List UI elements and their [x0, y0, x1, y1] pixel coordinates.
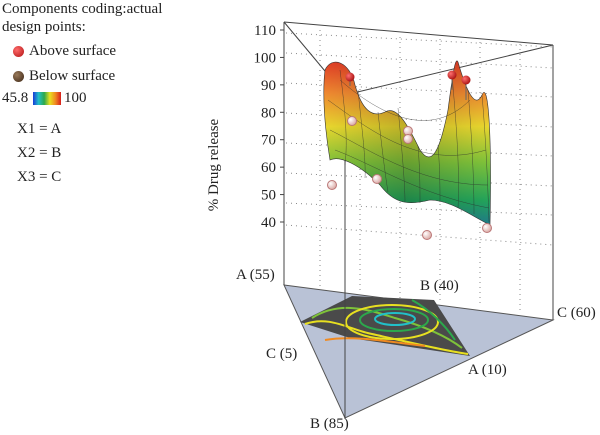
label-c-low: C (5) [266, 346, 297, 362]
label-b-low: B (40) [420, 278, 459, 294]
design-point-below [482, 223, 492, 233]
scale-max-label: 100 [64, 90, 87, 106]
legend-title-line1: Components coding:actual [2, 1, 163, 17]
above-surface-marker [13, 46, 24, 57]
design-point-below [347, 116, 357, 126]
z-axis-label: % Drug release [206, 118, 222, 211]
var-x2-label: X2 = B [17, 145, 62, 161]
below-surface-marker [13, 71, 24, 82]
z-tick-label: 60 [261, 160, 276, 176]
below-surface-label: Below surface [29, 68, 116, 84]
design-point-below [372, 174, 382, 184]
label-a-high: A (55) [236, 267, 275, 283]
contour-lines [304, 299, 469, 355]
z-tick-label: 40 [261, 215, 276, 231]
var-x3-label: X3 = C [17, 169, 62, 185]
z-tick-label: 70 [261, 133, 276, 149]
z-tick-label: 110 [254, 23, 276, 39]
legend-title-line2: design points: [2, 19, 86, 35]
z-tick-label: 90 [261, 78, 276, 94]
axis-labels: A (55) B (40) C (60) C (5) A (10) B (85) [236, 267, 596, 432]
z-tick-label: 80 [261, 105, 276, 121]
design-point-below [422, 230, 432, 240]
label-a-low: A (10) [468, 362, 507, 378]
design-points [327, 70, 492, 240]
var-x1-label: X1 = A [17, 121, 62, 137]
design-point-above [345, 72, 355, 82]
z-tick-label: 100 [254, 50, 277, 66]
z-tick-label: 50 [261, 188, 276, 204]
design-point-above [461, 75, 471, 85]
color-scale-bar [33, 92, 61, 105]
design-point-above [447, 70, 457, 80]
legend: Components coding:actual design points: … [0, 0, 215, 200]
label-c-high: C (60) [557, 305, 596, 321]
z-axis: 40 50 60 70 80 90 100 110 [254, 23, 284, 231]
scale-min-label: 45.8 [2, 90, 29, 106]
label-b-high: B (85) [310, 416, 349, 432]
design-point-below [327, 180, 337, 190]
design-point-below [403, 134, 413, 144]
above-surface-label: Above surface [29, 43, 117, 59]
